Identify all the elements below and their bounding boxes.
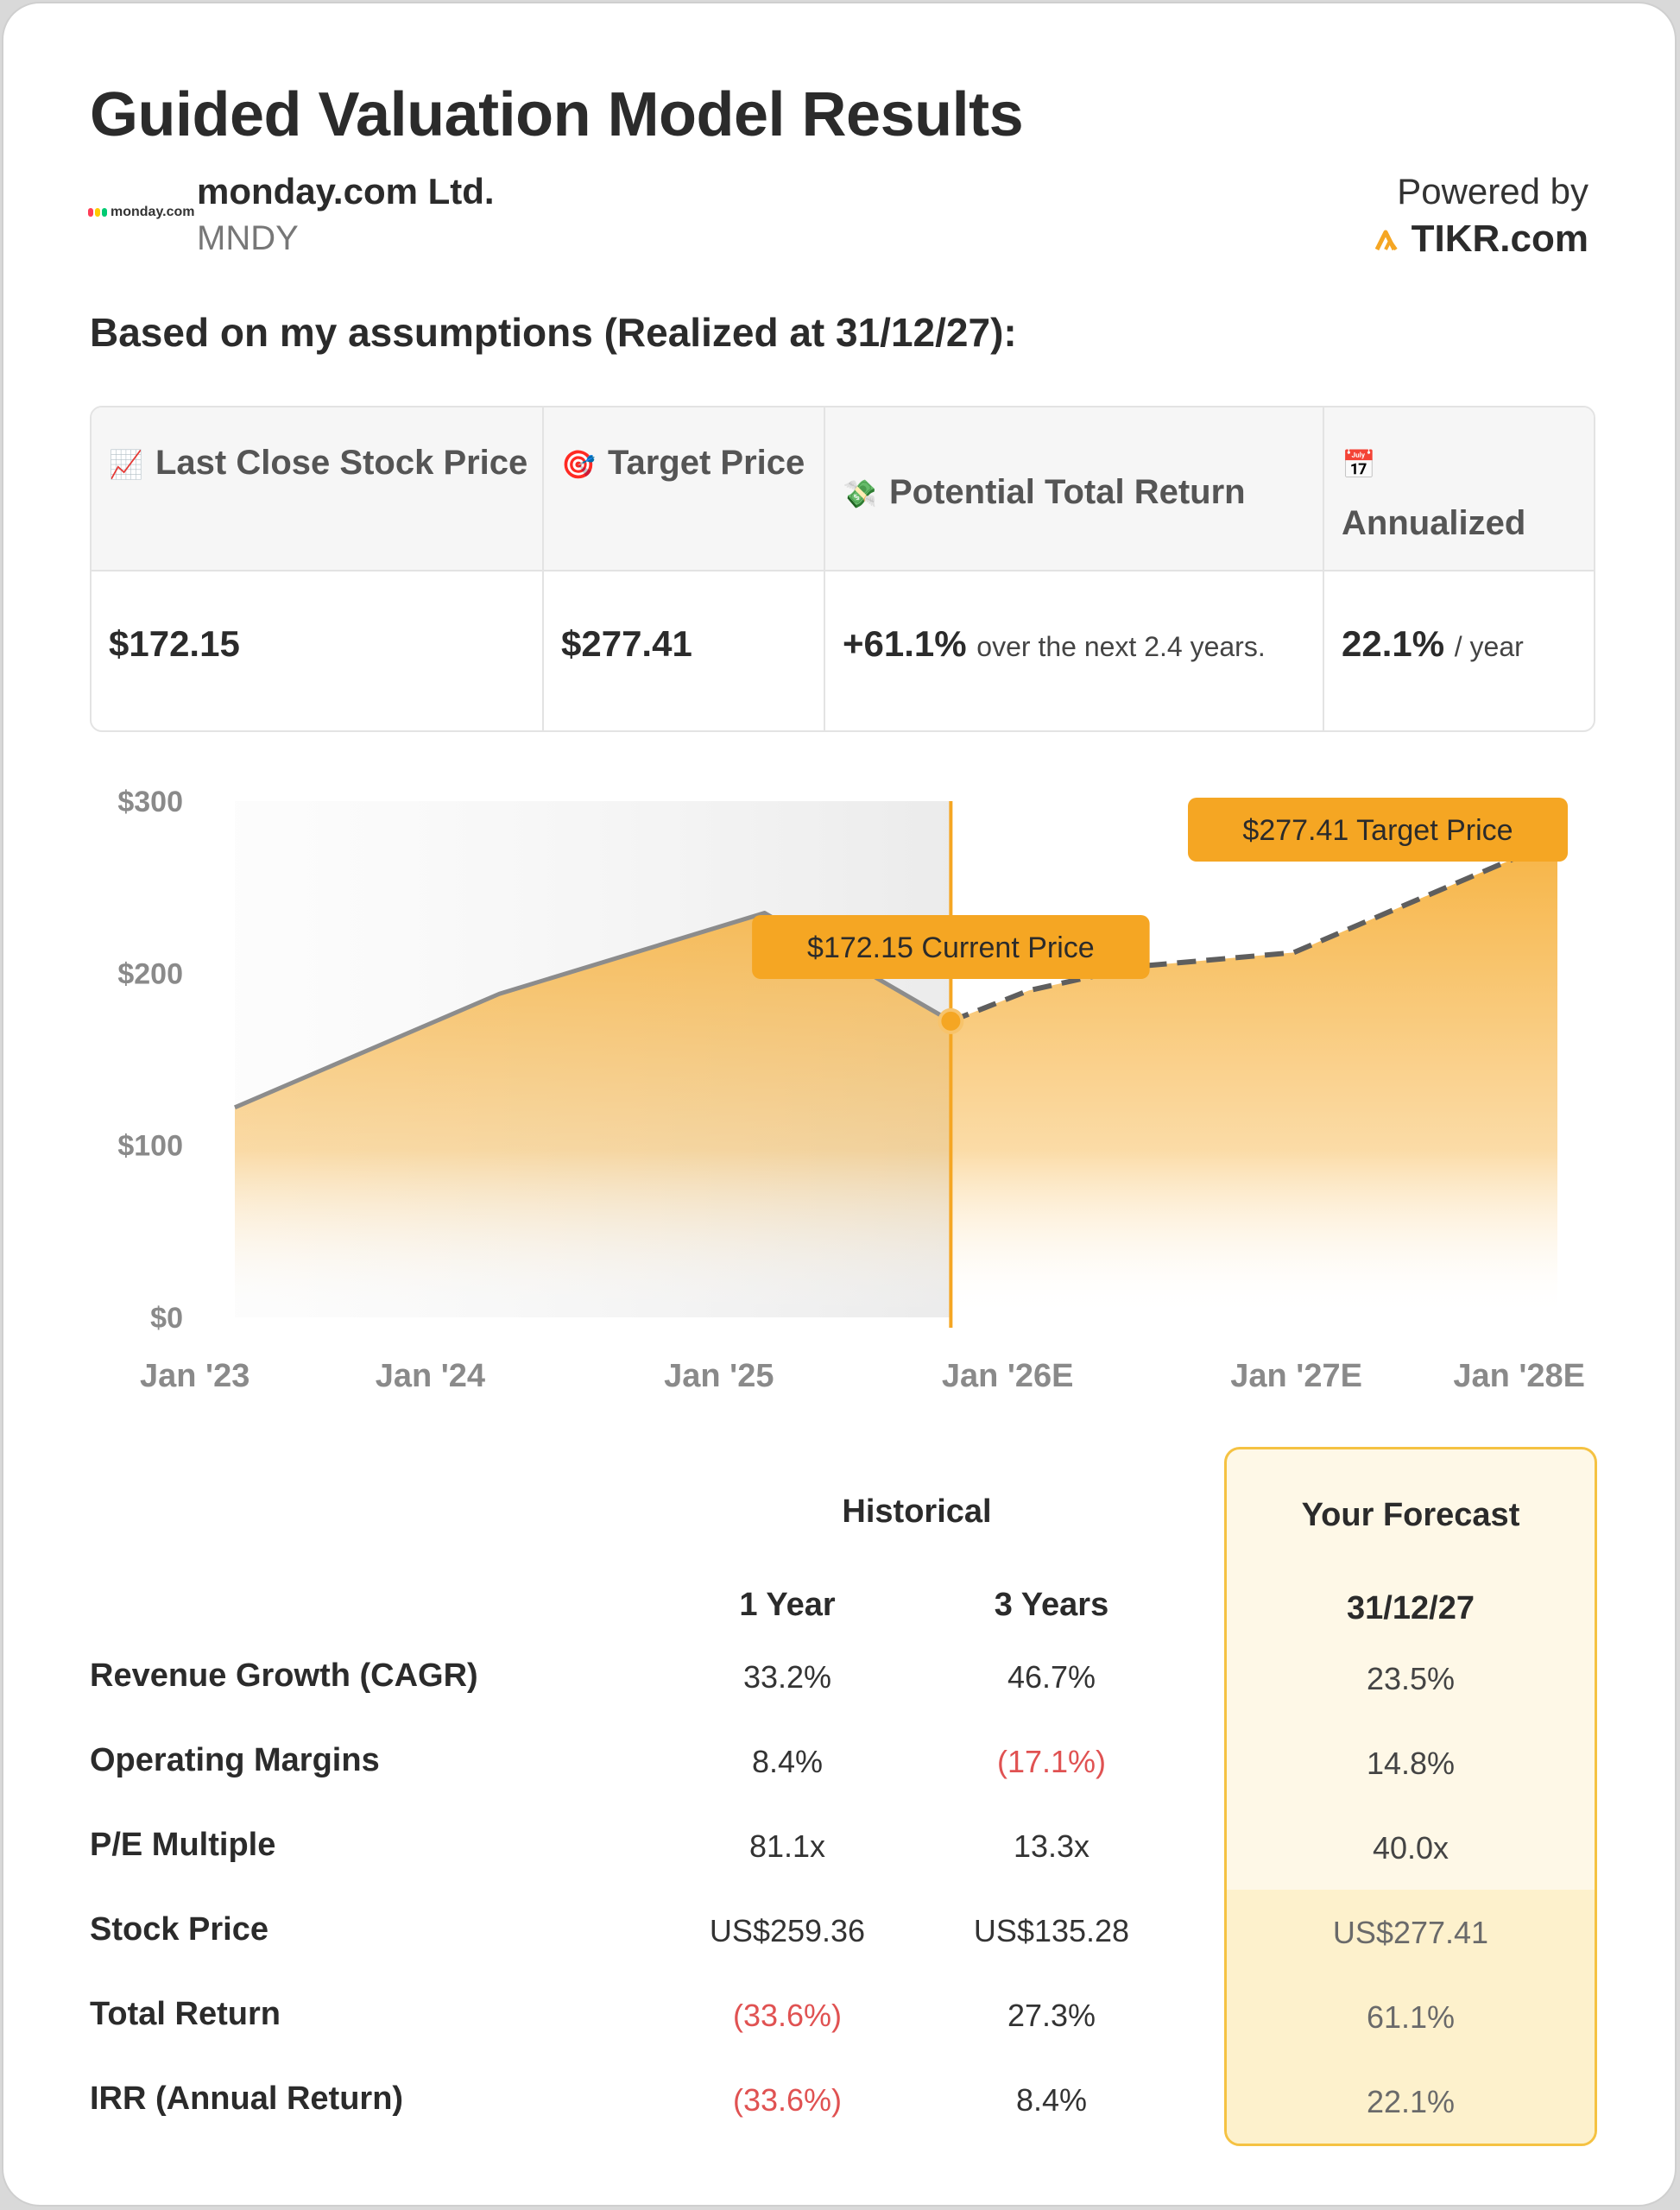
metric-value: $172.15 — [109, 623, 240, 664]
cell-forecast: 61.1% — [1366, 1999, 1456, 2035]
logo-dots-icon — [88, 208, 107, 217]
forecast-group-header: Your Forecast — [1301, 1497, 1520, 1533]
cell-3-years: 13.3x — [1013, 1828, 1090, 1864]
metrics-header-row — [92, 407, 1594, 571]
metric-value: +61.1% over the next 2.4 years. — [843, 623, 1266, 664]
x-tick-label: Jan '24 — [376, 1358, 485, 1394]
row-label: P/E Multiple — [90, 1827, 276, 1863]
metric-suffix: / year — [1454, 631, 1524, 662]
cell-1-year: (33.6%) — [732, 1998, 843, 2033]
price-area — [235, 840, 1557, 1317]
money-wings-icon: 💸 — [843, 478, 877, 509]
cell-forecast: 23.5% — [1366, 1661, 1456, 1696]
y-tick-label: $300 — [117, 786, 183, 818]
current-price-dot — [938, 1007, 964, 1034]
y-tick-label: $100 — [117, 1130, 183, 1163]
cell-3-years: (17.1%) — [996, 1744, 1107, 1779]
cell-3-years: 8.4% — [1015, 2082, 1088, 2118]
cell-forecast: 14.8% — [1366, 1746, 1456, 1781]
col-forecast-date: 31/12/27 — [1347, 1590, 1475, 1626]
metric-target-price: 🎯 Target Price $277.41 — [544, 407, 825, 730]
target-price-callout-box — [1188, 798, 1568, 862]
x-tick-label: Jan '25 — [664, 1358, 774, 1394]
row-label: Operating Margins — [90, 1742, 380, 1778]
tikr-brand-text: TIKR.com — [1411, 218, 1588, 260]
forecast-column-highlight — [1224, 1447, 1597, 2146]
x-tick-label: Jan '27E — [1230, 1358, 1362, 1394]
forecast-price-line — [950, 837, 1559, 1024]
metric-annualized: 📅 Annualized 22.1% / year — [1324, 407, 1594, 730]
cell-forecast: US$277.41 — [1332, 1915, 1489, 1950]
metric-last-close: 📈 Last Close Stock Price $172.15 — [92, 407, 544, 730]
price-chart: $0 $100 $200 $300 Jan '23 Jan '24 Jan '25 Jan '… — [117, 786, 1585, 1394]
cell-1-year: US$259.36 — [709, 1913, 866, 1948]
current-price-callout-box — [752, 915, 1150, 979]
col-1-year: 1 Year — [739, 1587, 836, 1623]
tikr-logo-icon — [1374, 230, 1398, 251]
col-3-years: 3 Years — [994, 1587, 1109, 1623]
current-price-callout-label: $172.15 Current Price — [807, 931, 1095, 964]
forecast-lower-band — [1227, 1890, 1595, 2144]
company-name: monday.com Ltd. — [197, 171, 495, 212]
page-title: Guided Valuation Model Results — [90, 80, 1024, 149]
metrics-table: 📈 Last Close Stock Price $172.15 🎯 Target … — [90, 406, 1595, 732]
cell-3-years: 27.3% — [1007, 1998, 1096, 2033]
cell-1-year: 33.2% — [742, 1659, 832, 1695]
row-label: IRR (Annual Return) — [90, 2081, 404, 2117]
calendar-icon: 📅 — [1342, 449, 1376, 480]
target-price-callout-label: $277.41 Target Price — [1242, 814, 1513, 847]
cell-3-years: 46.7% — [1007, 1659, 1096, 1695]
y-tick-label: $200 — [117, 957, 183, 990]
metric-value: 22.1% / year — [1342, 623, 1524, 664]
logo-wordmark: monday.com — [111, 205, 195, 219]
assumptions-heading: Based on my assumptions (Realized at 31/… — [90, 310, 1017, 355]
target-icon: 🎯 — [561, 449, 596, 480]
company-logo: monday.com — [88, 202, 195, 223]
metric-label: Potential Total Return — [889, 473, 1246, 511]
metric-label: Annualized — [1342, 504, 1526, 542]
metric-label: Target Price — [608, 444, 805, 482]
x-tick-label: Jan '28E — [1453, 1358, 1585, 1394]
tikr-brand[interactable]: TIKR.com — [1374, 218, 1588, 261]
metric-value: $277.41 — [561, 623, 692, 664]
cell-1-year: 81.1x — [748, 1828, 826, 1864]
x-tick-label: Jan '26E — [942, 1358, 1074, 1394]
powered-by-label: Powered by — [1397, 171, 1588, 212]
cell-3-years: US$135.28 — [973, 1913, 1130, 1948]
metric-label: Last Close Stock Price — [155, 444, 528, 482]
cell-forecast: 40.0x — [1372, 1830, 1449, 1866]
row-label: Total Return — [90, 1996, 281, 2032]
chart-increasing-icon: 📈 — [109, 449, 143, 480]
metric-total-return: 💸 Potential Total Return +61.1% over the … — [825, 407, 1324, 730]
y-tick-label: $0 — [150, 1302, 183, 1335]
cell-forecast: 22.1% — [1366, 2084, 1456, 2119]
row-label: Revenue Growth (CAGR) — [90, 1658, 478, 1694]
ticker-symbol: MNDY — [197, 219, 299, 257]
metric-suffix: over the next 2.4 years. — [976, 631, 1266, 662]
historical-group-header: Historical — [842, 1493, 992, 1530]
row-label: Stock Price — [90, 1911, 268, 1948]
x-tick-label: Jan '23 — [140, 1358, 249, 1394]
cell-1-year: (33.6%) — [732, 2082, 843, 2118]
cell-1-year: 8.4% — [751, 1744, 824, 1779]
